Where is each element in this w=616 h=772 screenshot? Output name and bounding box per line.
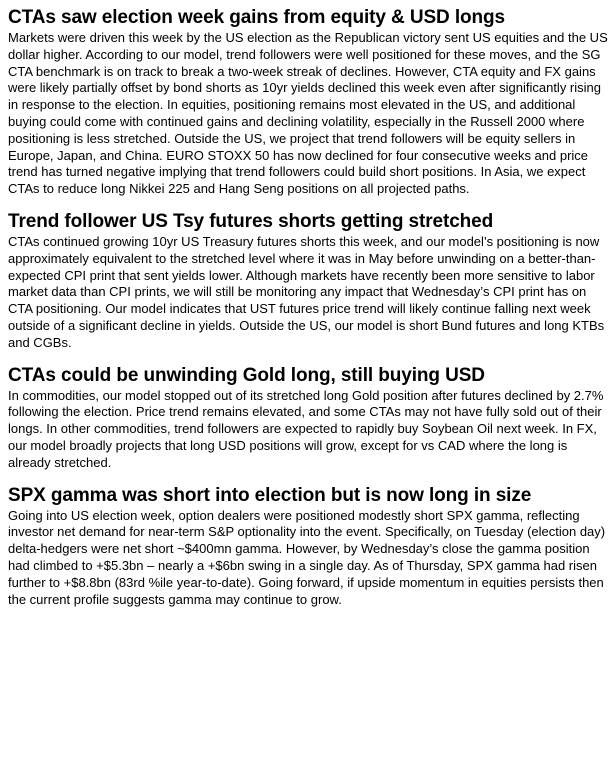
section-ust-futures-shorts: Trend follower US Tsy futures shorts get… xyxy=(8,210,608,352)
section-gold-usd: CTAs could be unwinding Gold long, still… xyxy=(8,364,608,472)
section-body: Going into US election week, option deal… xyxy=(8,507,606,607)
section-heading: CTAs could be unwinding Gold long, still… xyxy=(8,364,485,386)
section-heading: CTAs saw election week gains from equity… xyxy=(8,7,506,28)
section-body: In commodities, our model stopped out of… xyxy=(8,387,604,470)
section-spx-gamma: SPX gamma was short into election but is… xyxy=(8,484,608,609)
section-body: Markets were driven this week by the US … xyxy=(8,30,608,197)
section-heading: SPX gamma was short into election but is… xyxy=(8,484,532,506)
section-body: CTAs continued growing 10yr US Treasury … xyxy=(8,233,605,350)
section-cta-election-gains: CTAs saw election week gains from equity… xyxy=(8,6,608,198)
section-heading: Trend follower US Tsy futures shorts get… xyxy=(8,210,494,232)
document-page: CTAs saw election week gains from equity… xyxy=(8,6,608,609)
